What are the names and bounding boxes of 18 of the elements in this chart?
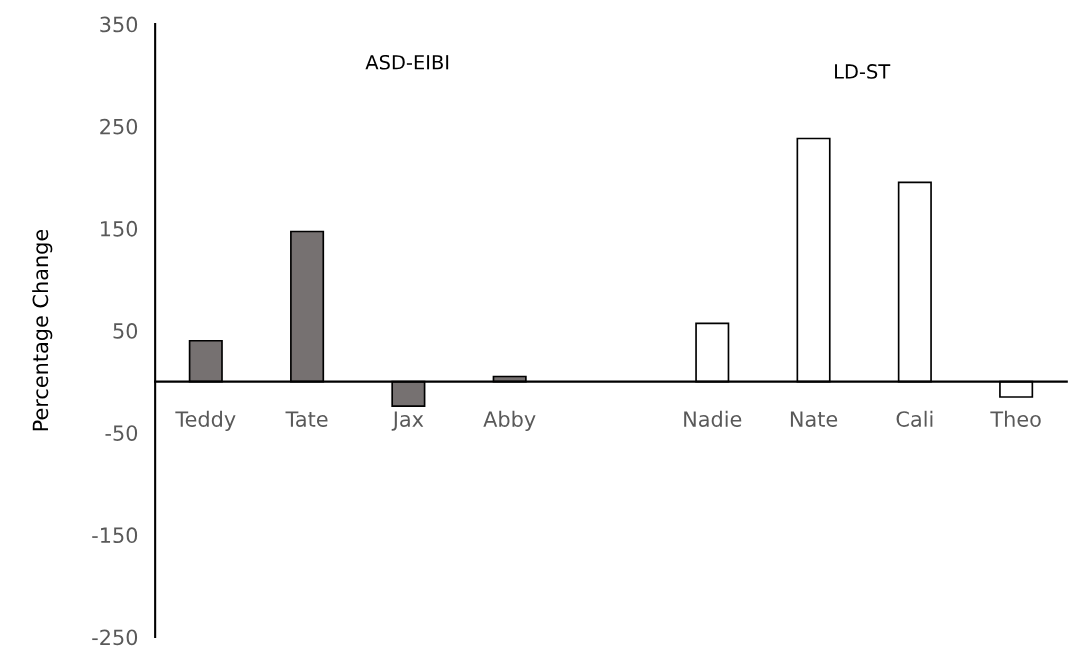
x-tick-label: Nadie: [684, 410, 742, 427]
x-tick-label: Teddy: [175, 410, 236, 431]
y-tick-label: 350: [100, 16, 138, 33]
y-tick-label: 150: [101, 220, 138, 237]
x-tick-label: Cali: [896, 410, 933, 427]
y-tick-label: -150: [92, 527, 138, 544]
y-axis-title: Percentage Change: [32, 229, 53, 431]
y-tick-label: -50: [105, 425, 138, 441]
x-tick-label: Nate: [790, 411, 838, 427]
annotation: LD-ST: [835, 64, 891, 79]
y-tick-label: -250: [92, 629, 138, 646]
x-tick-label: Theo: [990, 410, 1041, 427]
annotation: ASD-EIBI: [365, 54, 449, 70]
y-tick-label: 250: [100, 118, 138, 135]
x-tick-label: Jax: [391, 411, 424, 431]
y-tick-label: 50: [113, 323, 138, 339]
x-tick-label: Tate: [285, 411, 328, 427]
x-tick-label: Abby: [483, 410, 536, 431]
